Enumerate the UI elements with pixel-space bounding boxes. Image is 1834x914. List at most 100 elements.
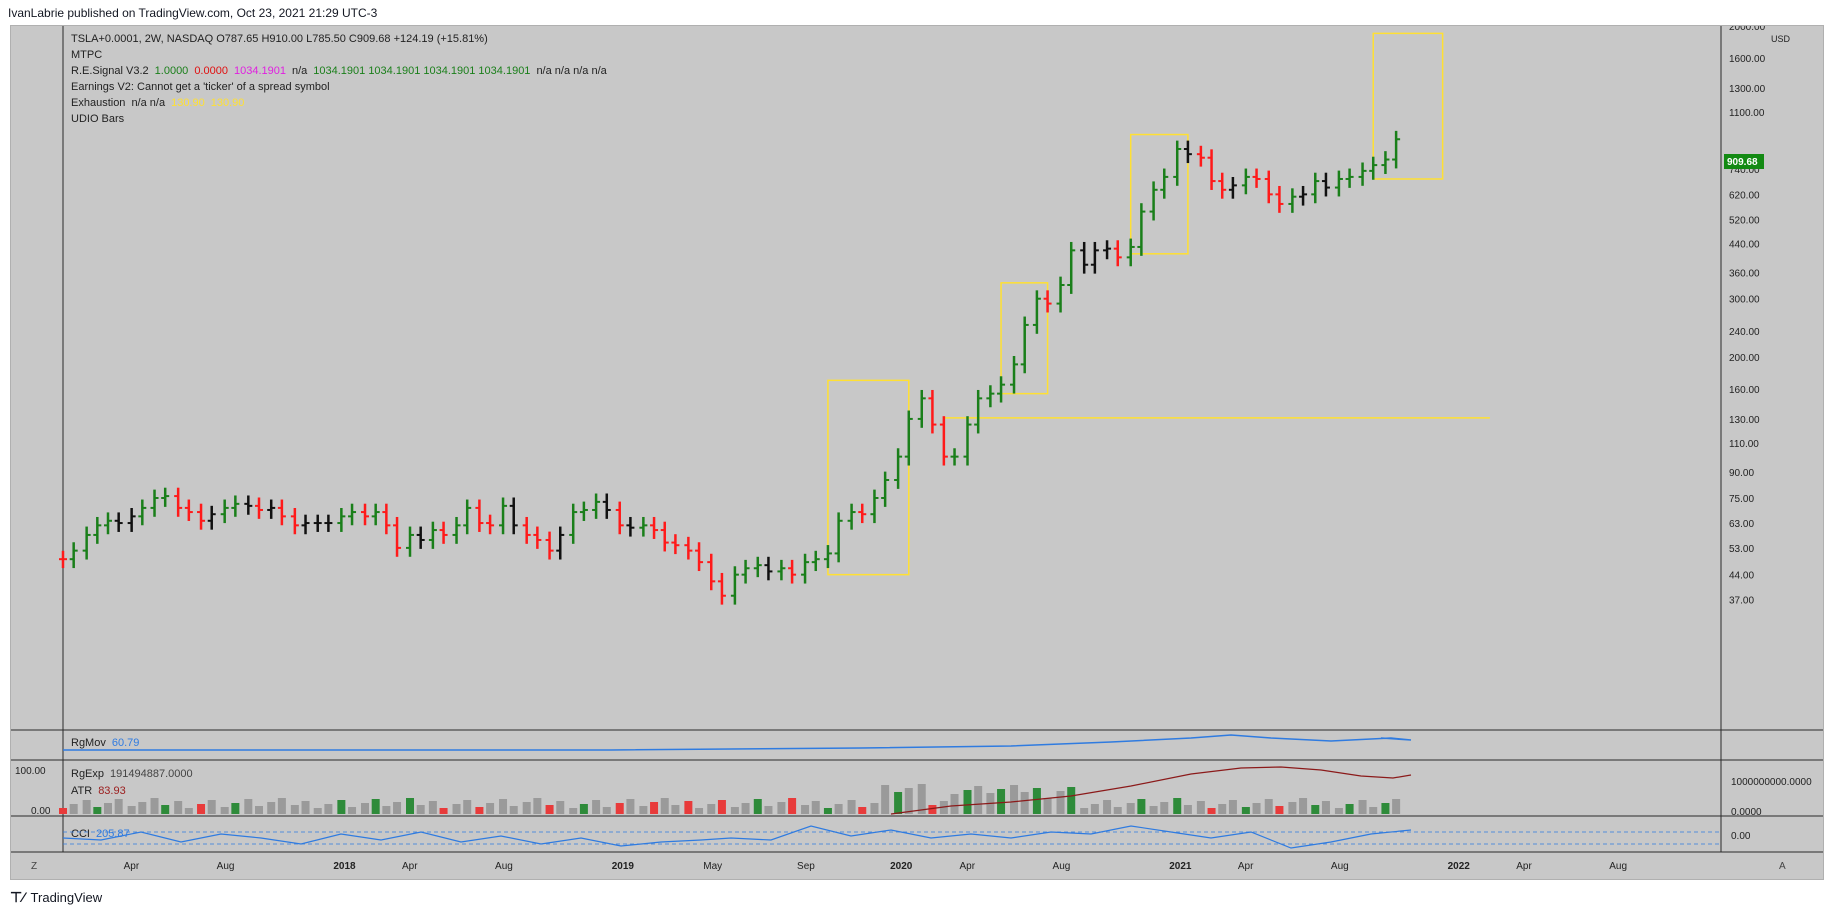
volume-bar [1137, 799, 1146, 814]
volume-bar [1218, 804, 1227, 814]
volume-bar [82, 800, 91, 814]
last-price-label: 909.68 [1727, 157, 1758, 168]
volume-bar [660, 798, 669, 814]
volume-bar [197, 804, 206, 814]
volume-bar [439, 808, 448, 814]
volume-bar [301, 801, 310, 814]
volume-bar [870, 803, 879, 814]
volume-bar [858, 807, 867, 814]
volume-bar [324, 804, 333, 814]
volume-bar [1369, 807, 1378, 814]
currency-label: USD [1771, 34, 1791, 44]
y-tick-label: 2000.00 [1729, 26, 1766, 33]
volume-bar [928, 805, 937, 814]
y-tick-label: 240.00 [1729, 327, 1760, 338]
volume-bar [764, 806, 773, 814]
volume-bar [416, 805, 425, 814]
volume-bar [371, 799, 380, 814]
x-tick-label: Aug [1331, 861, 1349, 872]
volume-bar [361, 803, 370, 814]
volume-bar [475, 807, 484, 814]
volume-bar [556, 801, 565, 814]
volume-bar [1173, 798, 1182, 814]
volume-bar [103, 803, 112, 814]
x-tick-label: Aug [1609, 861, 1627, 872]
volume-bar [114, 799, 123, 814]
volume-bar [93, 807, 102, 814]
volume-bar [1010, 785, 1019, 814]
volume-bar [522, 802, 531, 814]
volume-bar [1252, 803, 1261, 814]
volume-bar [881, 785, 890, 814]
x-tick-label: Aug [495, 861, 513, 872]
volume-bar [602, 807, 611, 814]
volume-bar [997, 789, 1006, 814]
volume-bar [1183, 805, 1192, 814]
volume-bar [1113, 807, 1122, 814]
price-chart[interactable]: 2000.00 1600.00 1300.00 1100.00 740.00 620.00… [11, 26, 1823, 879]
y-tick-label: 440.00 [1729, 240, 1760, 251]
volume-bar [569, 808, 578, 814]
x-tick-label: Apr [1238, 861, 1254, 872]
zoom-marker-z[interactable]: Z [31, 861, 37, 872]
volume-bar [741, 803, 750, 814]
fib-box [1372, 32, 1444, 180]
volume-bar [847, 800, 856, 814]
volume-bar [626, 799, 635, 814]
volume-bar [1207, 808, 1216, 814]
x-tick-label: Apr [960, 861, 976, 872]
volume-bar [1103, 800, 1112, 814]
volume-bar [1090, 804, 1099, 814]
y-tick-label: 620.00 [1729, 190, 1760, 201]
volume-bar [255, 806, 264, 814]
volume-bar [244, 799, 253, 814]
auto-marker-a[interactable]: A [1779, 861, 1786, 872]
y-tick-label: 160.00 [1729, 385, 1760, 396]
volume-bar [963, 790, 972, 814]
volume-bar [1067, 787, 1076, 814]
volume-bar [138, 802, 147, 814]
volume-bar [277, 798, 286, 814]
x-tick-label: Apr [1516, 861, 1532, 872]
volume-bar [69, 804, 78, 814]
volume-bar [452, 804, 461, 814]
volume-bar [717, 800, 726, 814]
volume-bar [161, 805, 170, 814]
volume-bar [788, 798, 797, 814]
last-price-badge [1724, 154, 1764, 169]
legend-mtpc: MTPC [71, 49, 102, 61]
volume-bar [406, 798, 415, 814]
volume-bar [1345, 804, 1354, 814]
volume-bar [1358, 800, 1367, 814]
x-tick-label: Aug [1053, 861, 1071, 872]
y-tick-label: 300.00 [1729, 295, 1760, 306]
y-tick-label: 1600.00 [1729, 54, 1766, 65]
y-tick-label: 63.00 [1729, 519, 1754, 530]
x-tick-label: 2021 [1169, 861, 1192, 872]
atr-label: ATR 83.93 [71, 785, 126, 797]
rgexp-right-top: 1000000000.0000 [1731, 777, 1812, 788]
volume-bar [1311, 805, 1320, 814]
volume-bar [753, 799, 762, 814]
volume-bar [533, 798, 542, 814]
chart-frame[interactable]: 2000.00 1600.00 1300.00 1100.00 740.00 620.00… [10, 25, 1824, 880]
rgexp-label: RgExp 191494887.0000 [71, 768, 193, 780]
y-tick-label: 200.00 [1729, 353, 1760, 364]
x-tick-label: Aug [217, 861, 235, 872]
legend-symbol-line: TSLA+0.0001, 2W, NASDAQ O787.65 H910.00 … [71, 33, 488, 45]
volume-bar [174, 801, 183, 814]
y-tick-label: 90.00 [1729, 468, 1754, 479]
volume-bar [707, 804, 716, 814]
y-tick-label: 520.00 [1729, 216, 1760, 227]
volume-bar [650, 802, 659, 814]
volume-bar [207, 800, 216, 814]
volume-bar [1032, 788, 1041, 814]
y-tick-label: 44.00 [1729, 571, 1754, 582]
volume-bar [1149, 806, 1158, 814]
rgexp-left-top: 100.00 [15, 766, 46, 777]
volume-bar [579, 804, 588, 814]
volume-bar [348, 807, 357, 814]
volume-bar [1126, 803, 1135, 814]
y-tick-label: 740.00 [1729, 165, 1760, 176]
published-line: IvanLabrie published on TradingView.com,… [8, 6, 378, 20]
